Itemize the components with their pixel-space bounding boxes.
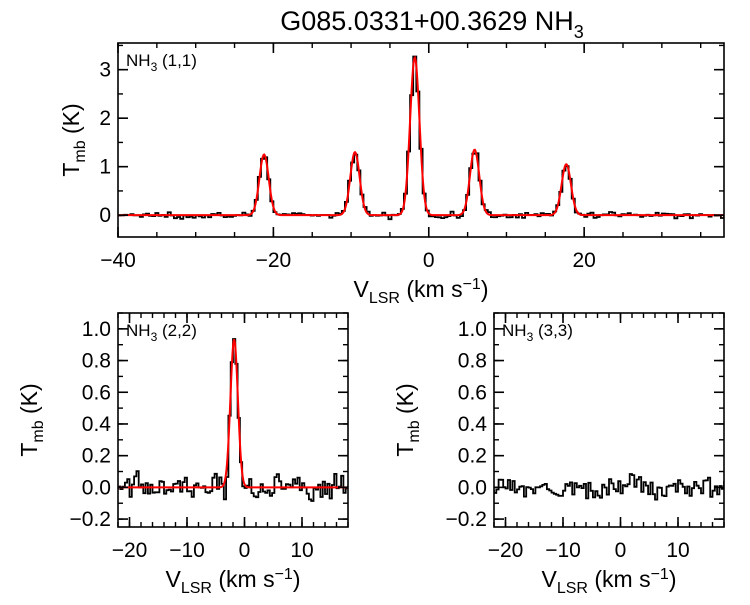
figure-title: G085.0331+00.3629 NH3	[280, 6, 584, 42]
y-tick-label: 0.8	[458, 350, 487, 373]
x-axis-label: VLSR (km s−1)	[166, 566, 301, 597]
y-tick-label: 0.8	[82, 350, 111, 373]
panel-label: NH3 (2,2)	[126, 321, 197, 344]
figure-title-main: G085.0331+00.3629 NH	[280, 6, 573, 36]
panel-nh3-22: −20 −10 0 10 −0.2 0.0 0.2 0.4 0.6 0.8 1.0 NH3 (2,2)…	[16, 312, 349, 597]
y-tick-label: 1.0	[458, 318, 487, 341]
x-axis-label: VLSR (km s−1)	[354, 276, 489, 307]
y-tick-label: 0.4	[458, 413, 488, 436]
y-tick-label: 1	[99, 156, 111, 179]
y-tick-label: 0.6	[458, 381, 487, 404]
y-tick-label: 2	[99, 107, 111, 130]
y-axis-label: Tmb (K)	[392, 383, 423, 456]
x-tick-label: 0	[615, 539, 627, 562]
x-tick-label: −40	[100, 249, 136, 272]
x-tick-label: −20	[488, 539, 524, 562]
x-tick-label: 10	[290, 539, 313, 562]
y-tick-label: 0.2	[458, 445, 487, 468]
y-tick-label: 0.0	[458, 476, 487, 499]
y-tick-label: −0.2	[446, 508, 487, 531]
y-axis-label: Tmb (K)	[58, 103, 89, 176]
panel-nh3-33: −20 −10 0 10 −0.2 0.0 0.2 0.4 0.6 0.8 1.0 NH3 (3,3)…	[392, 312, 725, 597]
fit-curve	[118, 339, 348, 489]
x-tick-label: 0	[423, 249, 435, 272]
observed-spectrum	[118, 55, 724, 221]
x-tick-label: −20	[112, 539, 148, 562]
panel-label: NH3 (3,3)	[502, 321, 573, 344]
y-tick-label: 1.0	[82, 318, 111, 341]
y-tick-label: 0	[99, 204, 111, 227]
y-axis-label: Tmb (K)	[16, 383, 47, 456]
y-tick-label: 0.4	[82, 413, 112, 436]
fit-curve	[118, 55, 724, 217]
x-tick-label: 20	[572, 249, 595, 272]
y-tick-label: −0.2	[70, 508, 111, 531]
observed-spectrum	[494, 473, 724, 501]
panel-nh3-11: −40 −20 0 20 0 1 2 3 NH3 (1,1) VLSR (km s−1) Tmb (…	[58, 42, 725, 307]
y-tick-label: 0.0	[82, 476, 111, 499]
x-tick-label: −10	[169, 539, 205, 562]
x-axis-label: VLSR (km s−1)	[542, 566, 677, 597]
y-tick-label: 0.2	[82, 445, 111, 468]
x-tick-label: 0	[239, 539, 251, 562]
panel-label: NH3 (1,1)	[126, 51, 197, 74]
observed-spectrum	[118, 338, 348, 502]
plot-frame	[117, 42, 725, 238]
figure-title-sub: 3	[574, 22, 584, 42]
x-tick-label: −20	[256, 249, 292, 272]
y-tick-label: 3	[99, 59, 111, 82]
x-tick-label: 10	[666, 539, 689, 562]
y-tick-label: 0.6	[82, 381, 111, 404]
x-tick-label: −10	[545, 539, 581, 562]
